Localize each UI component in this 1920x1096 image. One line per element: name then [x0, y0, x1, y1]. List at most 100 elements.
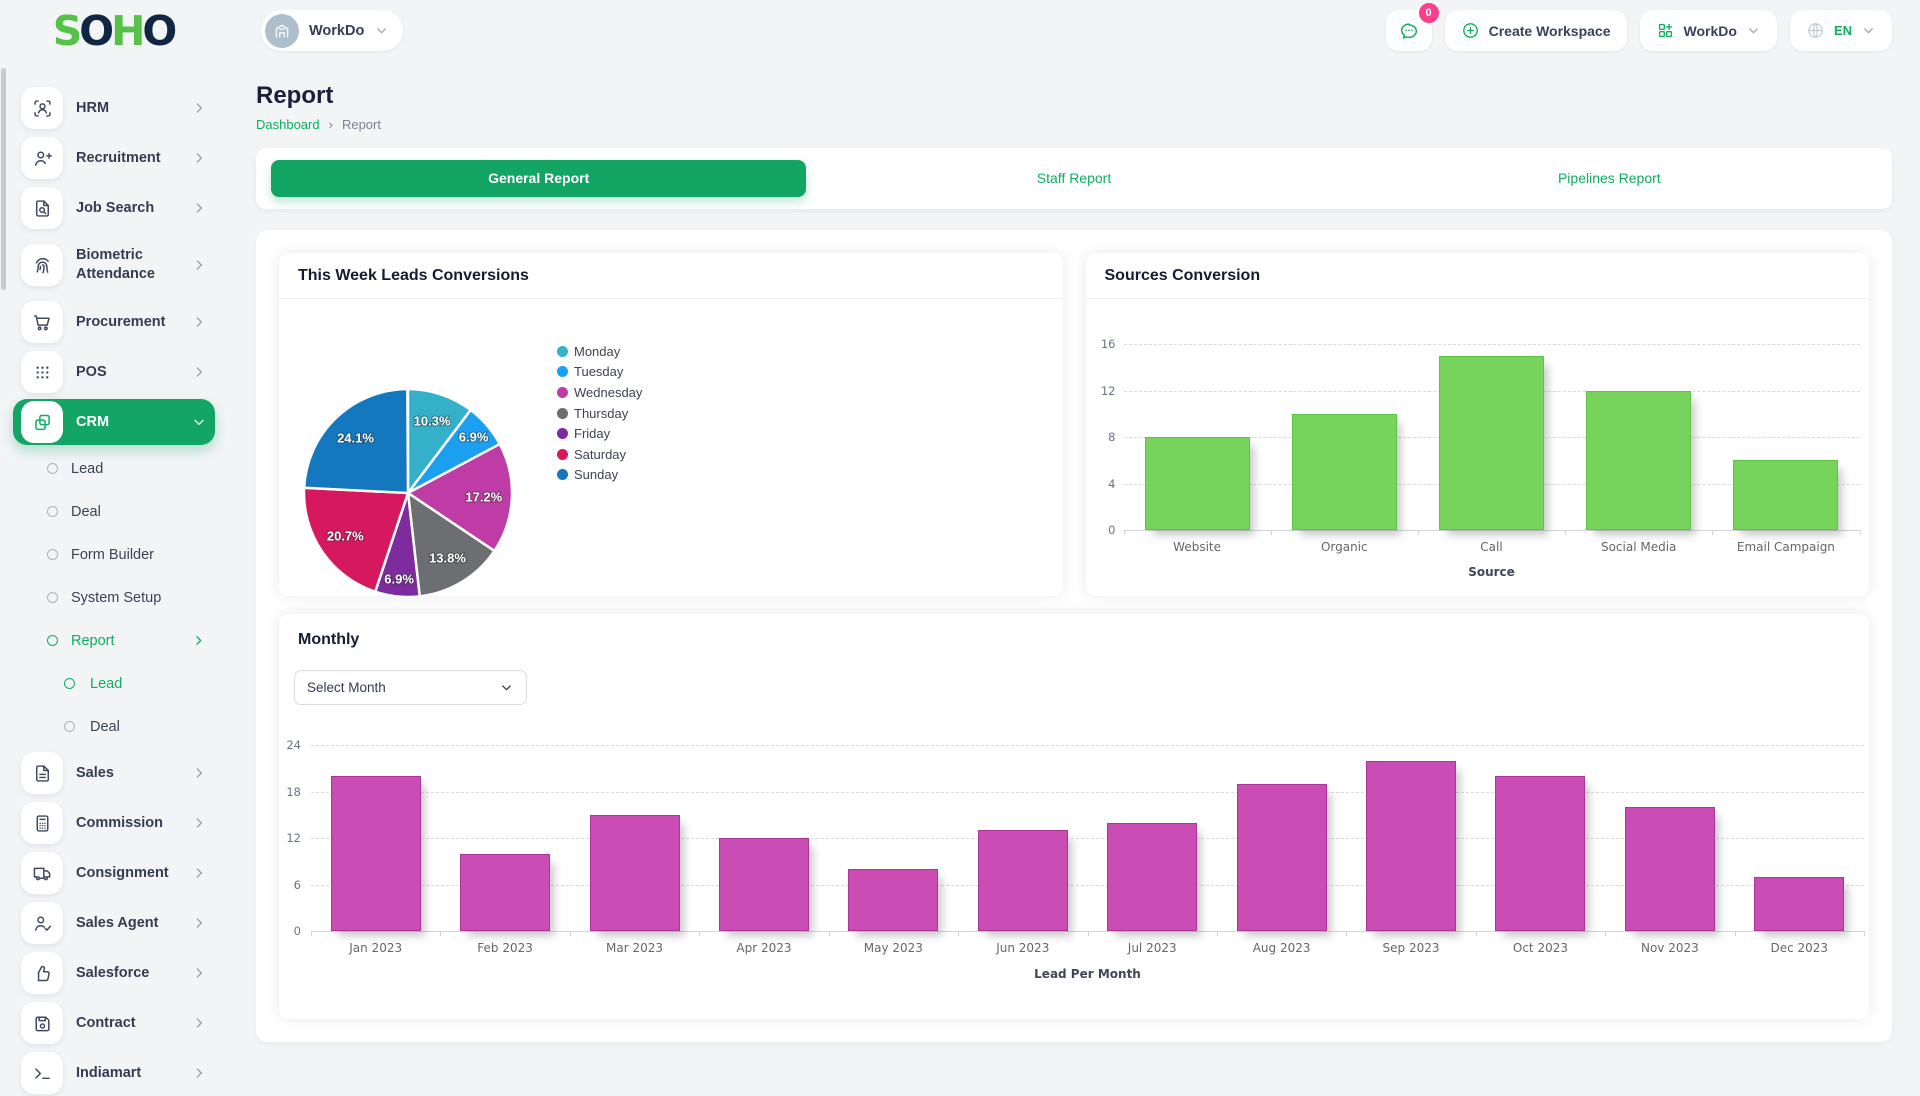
- sidebar-item-sales-agent[interactable]: Sales Agent: [13, 900, 215, 946]
- logo-letter: O: [79, 6, 114, 55]
- breadcrumb-separator: ›: [328, 117, 333, 132]
- legend-item-saturday[interactable]: Saturday: [557, 444, 642, 465]
- biometric-icon: [21, 244, 63, 286]
- legend-item-wednesday[interactable]: Wednesday: [557, 382, 642, 403]
- sidebar-item-procurement[interactable]: Procurement: [13, 299, 215, 345]
- sources-bar-chart: [1123, 344, 1861, 535]
- sidebar-item-label: Contract: [76, 1014, 136, 1031]
- sidebar-item-label: Commission: [76, 814, 164, 831]
- workspace-selector[interactable]: WorkDo: [261, 10, 404, 51]
- sidebar-nav: HRM Recruitment Job Search Biometric Attend…: [13, 85, 215, 1096]
- sidebar-subitem-lead[interactable]: Lead: [13, 449, 215, 488]
- card-title: This Week Leads Conversions: [279, 253, 1063, 299]
- gridline: [311, 838, 1864, 839]
- sidebar-item-biometric-attendance[interactable]: Biometric Attendance: [13, 235, 215, 295]
- pie-value-label: 6.9%: [459, 429, 489, 444]
- monthly-bar-chart: [311, 745, 1865, 936]
- leads-pie-chart: 10.3% 6.9% 17.2% 13.8% 6.9% 20.7% 24.1%: [302, 387, 514, 599]
- gridline: [311, 884, 1864, 886]
- sidebar-item-pos[interactable]: POS: [13, 349, 215, 395]
- sidebar-subitem-deal[interactable]: Deal: [13, 707, 215, 746]
- bar-dec-2023: [1754, 876, 1845, 931]
- x-axis-tick: [1417, 530, 1419, 535]
- x-axis-tick: [699, 931, 701, 936]
- sidebar-item-recruitment[interactable]: Recruitment: [13, 135, 215, 181]
- messenger-badge: 0: [1418, 3, 1439, 23]
- create-workspace-button[interactable]: Create Workspace: [1444, 10, 1627, 51]
- sidebar-subitem-label: Lead: [71, 460, 104, 477]
- bar-website: [1144, 437, 1250, 530]
- chevron-right-icon: [191, 633, 206, 648]
- chevron-right-icon: [191, 765, 207, 781]
- workspace-switcher-label: WorkDo: [1683, 22, 1737, 39]
- sidebar-item-contract[interactable]: Contract: [13, 1000, 215, 1046]
- legend-label: Sunday: [574, 467, 619, 483]
- sidebar-item-job-search[interactable]: Job Search: [13, 185, 215, 231]
- tab-pipelines-report[interactable]: Pipelines Report: [1557, 170, 1661, 186]
- x-axis-title: Lead Per Month: [1034, 967, 1141, 981]
- sidebar-subitem-label: Form Builder: [71, 546, 154, 563]
- bar-jan-2023: [330, 776, 421, 931]
- sidebar-item-crm[interactable]: CRM: [13, 399, 215, 445]
- sidebar-subitem-deal[interactable]: Deal: [13, 492, 215, 531]
- sidebar-scrollbar[interactable]: [1, 68, 6, 290]
- workspace-name: WorkDo: [309, 22, 365, 39]
- monthly-card: Monthly Select Month 0 6 12 18 24 Jan 2023 Fe…: [279, 614, 1869, 1019]
- pie-legend: Monday Tuesday Wednesday Thursday Friday Satu…: [557, 341, 642, 485]
- sidebar-item-salesforce[interactable]: Salesforce: [13, 950, 215, 996]
- chevron-right-icon: [191, 1065, 207, 1081]
- x-axis-tick: [311, 931, 312, 936]
- logo-letter: H: [111, 6, 145, 55]
- sidebar-item-label: CRM: [76, 413, 110, 430]
- x-axis-tick: [1270, 530, 1272, 535]
- bar-may-2023: [848, 869, 939, 931]
- legend-item-sunday[interactable]: Sunday: [557, 465, 642, 486]
- sidebar-item-consignment[interactable]: Consignment: [13, 850, 215, 896]
- y-axis: 0 4 8 12 16: [1088, 337, 1122, 537]
- bar-social-media: [1586, 390, 1692, 530]
- charts-row: This Week Leads Conversions 10.3% 6.9% 17.…: [279, 253, 1869, 599]
- chevron-right-icon: [191, 364, 207, 380]
- sidebar-subitem-form-builder[interactable]: Form Builder: [13, 535, 215, 574]
- sidebar-subitem-lead[interactable]: Lead: [13, 664, 215, 703]
- tab-staff-report[interactable]: Staff Report: [1036, 170, 1112, 186]
- circle-icon: [47, 463, 58, 474]
- y-axis: 0 6 12 18 24: [279, 738, 307, 938]
- sidebar-item-sales[interactable]: Sales: [13, 750, 215, 796]
- sidebar-subitem-label: Report: [71, 632, 115, 649]
- sidebar-subitem-system-setup[interactable]: System Setup: [13, 578, 215, 617]
- x-category-label: Organic: [1320, 540, 1368, 554]
- x-category-label: Nov 2023: [1640, 941, 1699, 955]
- x-axis-title: Source: [1468, 565, 1515, 579]
- language-selector[interactable]: EN: [1789, 10, 1892, 51]
- plus-circle-icon: [1461, 21, 1480, 40]
- sidebar-item-commission[interactable]: Commission: [13, 800, 215, 846]
- tab-general-report[interactable]: General Report: [271, 160, 807, 197]
- chevron-right-icon: [191, 865, 207, 881]
- bar-feb-2023: [460, 853, 551, 931]
- bar-mar-2023: [589, 814, 680, 931]
- contract-icon: [21, 1002, 63, 1044]
- sidebar-item-label: Indiamart: [76, 1064, 142, 1081]
- building-icon: [273, 22, 291, 40]
- workspace-switcher[interactable]: WorkDo: [1639, 10, 1777, 51]
- select-month-dropdown[interactable]: Select Month: [294, 670, 527, 705]
- sidebar-item-indiamart[interactable]: Indiamart: [13, 1050, 215, 1096]
- pie-value-label: 10.3%: [414, 414, 451, 429]
- pie-slice-wednesday: [406, 442, 514, 553]
- breadcrumb-dashboard-link[interactable]: Dashboard: [256, 117, 320, 132]
- messenger-button[interactable]: 0: [1385, 3, 1439, 51]
- chevron-right-icon: [191, 314, 207, 330]
- legend-item-thursday[interactable]: Thursday: [557, 403, 642, 424]
- x-axis-tick: [958, 931, 960, 936]
- y-tick-label: 24: [286, 738, 301, 752]
- legend-label: Monday: [574, 343, 621, 359]
- legend-item-tuesday[interactable]: Tuesday: [557, 362, 642, 383]
- gridline: [311, 745, 1864, 746]
- legend-item-friday[interactable]: Friday: [557, 423, 642, 444]
- legend-item-monday[interactable]: Monday: [557, 341, 642, 362]
- sidebar-item-hrm[interactable]: HRM: [13, 85, 215, 131]
- legend-label: Thursday: [574, 405, 629, 421]
- sidebar-subitem-report[interactable]: Report: [13, 621, 215, 660]
- x-axis-tick: [1734, 931, 1736, 936]
